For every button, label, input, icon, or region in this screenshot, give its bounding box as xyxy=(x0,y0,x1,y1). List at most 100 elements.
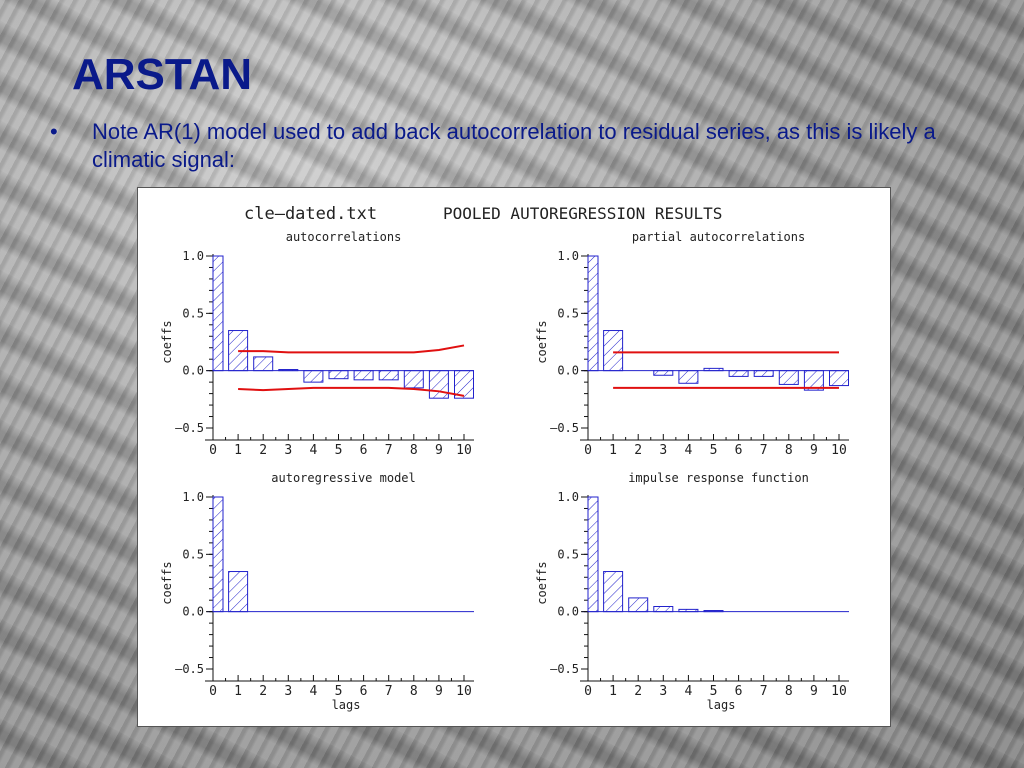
bar-lag-6 xyxy=(728,370,749,377)
bar-lag-5 xyxy=(328,370,349,380)
y-tick-label: 1.0 xyxy=(182,490,204,504)
bar-lag-8 xyxy=(778,370,799,385)
x-tick-label: 0 xyxy=(209,684,217,699)
bullet-text: Note AR(1) model used to add back autoco… xyxy=(92,119,936,172)
x-tick-label: 6 xyxy=(735,443,743,458)
figure-file-label: cle–dated.txt xyxy=(244,204,377,224)
x-tick-label: 4 xyxy=(309,684,317,699)
x-tick-label: 3 xyxy=(284,684,292,699)
y-tick-label: 0.5 xyxy=(557,547,579,561)
bar-lag-10 xyxy=(829,370,849,387)
x-tick-label: 4 xyxy=(309,443,317,458)
y-tick-label: –0.5 xyxy=(550,421,579,435)
bar-lag-3 xyxy=(653,370,674,376)
bar-lag-3 xyxy=(278,369,299,372)
figure-panel: cle–dated.txt POOLED AUTOREGRESSION RESU… xyxy=(137,187,891,727)
x-tick-label: 1 xyxy=(609,443,617,458)
x-tick-label: 7 xyxy=(760,684,768,699)
bar-lag-4 xyxy=(678,370,699,384)
bar-lag-6 xyxy=(353,370,374,381)
bar-lag-3 xyxy=(653,606,674,613)
y-tick-label: 0.5 xyxy=(182,547,204,561)
bar-lag-5 xyxy=(703,367,724,372)
bar-lag-9 xyxy=(428,370,449,399)
confidence-band-upper xyxy=(238,344,465,354)
x-tick-label: 5 xyxy=(335,684,343,699)
bar-lag-4 xyxy=(303,370,324,383)
bar-lag-1 xyxy=(228,571,249,613)
y-axis-label: coeffs xyxy=(160,561,174,604)
chart-panel-4: impulse response function 1.0 0.5 0.0 –0.5 co… xyxy=(535,471,849,712)
autoregression-figure: cle–dated.txt POOLED AUTOREGRESSION RESU… xyxy=(160,204,849,712)
bullet-marker: • xyxy=(50,119,58,144)
x-tick-label: 2 xyxy=(259,684,267,699)
bar-lag-2 xyxy=(628,597,649,613)
x-tick-label: 10 xyxy=(831,684,847,699)
x-tick-label: 3 xyxy=(659,684,667,699)
chart-panel-1: autocorrelations 1.0 0.5 0.0 –0.5 coeffs 0 1 2 3 4… xyxy=(160,230,474,458)
bar-lag-0 xyxy=(212,496,224,613)
chart-title: autoregressive model xyxy=(271,471,416,485)
bar-lag-5 xyxy=(703,610,724,613)
x-tick-label: 6 xyxy=(360,443,368,458)
x-tick-label: 1 xyxy=(609,684,617,699)
x-tick-label: 1 xyxy=(234,443,242,458)
slide-title: ARSTAN xyxy=(72,50,253,99)
x-tick-label: 7 xyxy=(760,443,768,458)
y-tick-label: 1.0 xyxy=(557,490,579,504)
confidence-band-lower xyxy=(238,386,465,397)
chart-title: impulse response function xyxy=(628,471,809,485)
chart-title: autocorrelations xyxy=(286,230,402,244)
y-axis-label: coeffs xyxy=(535,561,549,604)
x-axis-label: lags xyxy=(707,698,736,712)
x-tick-label: 0 xyxy=(584,443,592,458)
x-tick-label: 9 xyxy=(435,443,443,458)
y-tick-label: 0.5 xyxy=(557,306,579,320)
bar-lag-1 xyxy=(603,571,624,613)
x-tick-label: 8 xyxy=(410,443,418,458)
y-tick-label: 1.0 xyxy=(182,249,204,263)
figure-main-title: POOLED AUTOREGRESSION RESULTS xyxy=(443,204,722,223)
chart-panel-2: partial autocorrelations 1.0 0.5 0.0 –0.5 coe… xyxy=(535,230,849,458)
y-tick-label: 0.0 xyxy=(557,364,579,378)
y-tick-label: 0.5 xyxy=(182,306,204,320)
y-tick-label: 0.0 xyxy=(557,605,579,619)
x-tick-label: 3 xyxy=(659,443,667,458)
x-tick-label: 5 xyxy=(710,684,718,699)
x-tick-label: 9 xyxy=(810,684,818,699)
x-tick-label: 2 xyxy=(634,443,642,458)
bar-lag-9 xyxy=(803,370,824,391)
x-axis-label: lags xyxy=(332,698,361,712)
bar-lag-7 xyxy=(753,370,774,377)
x-tick-label: 5 xyxy=(335,443,343,458)
y-tick-label: –0.5 xyxy=(550,662,579,676)
bar-lag-0 xyxy=(212,255,224,372)
bar-lag-4 xyxy=(678,608,699,613)
x-tick-label: 2 xyxy=(634,684,642,699)
bar-lag-2 xyxy=(253,356,274,372)
bar-lag-0 xyxy=(587,255,599,372)
bar-lag-1 xyxy=(603,330,624,372)
x-tick-label: 8 xyxy=(410,684,418,699)
y-tick-label: 0.0 xyxy=(182,605,204,619)
x-tick-label: 10 xyxy=(456,684,472,699)
bar-lag-0 xyxy=(587,496,599,613)
y-tick-label: –0.5 xyxy=(175,421,204,435)
x-tick-label: 10 xyxy=(831,443,847,458)
x-tick-label: 5 xyxy=(710,443,718,458)
bar-lag-7 xyxy=(378,370,399,381)
y-axis-label: coeffs xyxy=(160,320,174,363)
x-tick-label: 3 xyxy=(284,443,292,458)
bar-lag-10 xyxy=(454,370,474,399)
x-tick-label: 9 xyxy=(435,684,443,699)
x-tick-label: 8 xyxy=(785,684,793,699)
x-tick-label: 7 xyxy=(385,443,393,458)
y-tick-label: –0.5 xyxy=(175,662,204,676)
x-tick-label: 10 xyxy=(456,443,472,458)
y-tick-label: 1.0 xyxy=(557,249,579,263)
chart-panel-3: autoregressive model 1.0 0.5 0.0 –0.5 coeffs 0… xyxy=(160,471,474,712)
x-tick-label: 1 xyxy=(234,684,242,699)
x-tick-label: 0 xyxy=(584,684,592,699)
bar-lag-8 xyxy=(403,370,424,389)
x-tick-label: 8 xyxy=(785,443,793,458)
